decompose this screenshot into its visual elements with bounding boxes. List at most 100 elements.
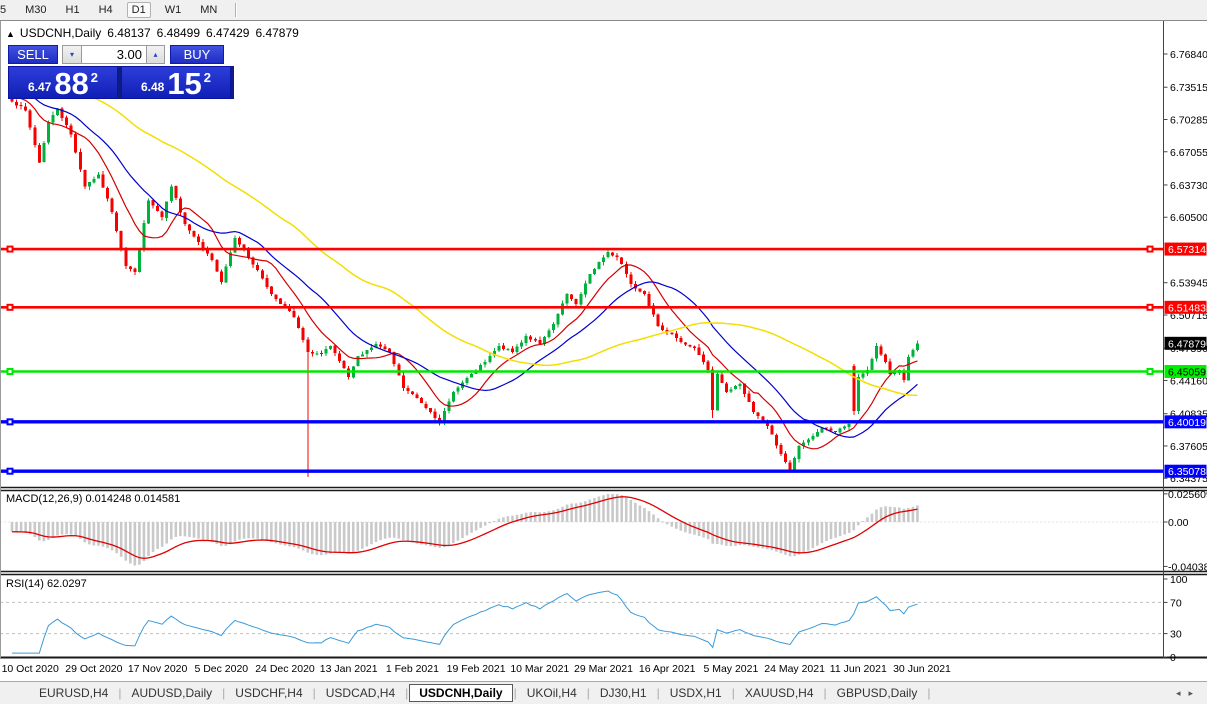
date-label: 11 Jun 2021 (830, 663, 887, 675)
ask-price-small: 6.48 (140, 80, 165, 94)
tab-separator: | (405, 686, 409, 700)
volume-increase-button[interactable]: ▴ (146, 45, 165, 64)
date-label: 29 Mar 2021 (574, 663, 633, 675)
date-label: 5 May 2021 (703, 663, 758, 675)
chart-tab-eurusd[interactable]: EURUSD,H4 (39, 686, 109, 700)
svg-text:6.76840: 6.76840 (1170, 49, 1207, 61)
svg-text:6.44160: 6.44160 (1170, 375, 1207, 387)
svg-text:6.35078: 6.35078 (1168, 466, 1206, 478)
svg-text:6.70285: 6.70285 (1170, 114, 1207, 126)
svg-text:6.37605: 6.37605 (1170, 441, 1207, 453)
ohlc-open: 6.48137 (107, 26, 151, 40)
tab-separator: | (656, 686, 660, 700)
tab-separator: | (586, 686, 590, 700)
ask-price-big: 15 (167, 66, 202, 101)
bid-quote-button[interactable]: 6.47 88 2 (8, 66, 118, 99)
date-label: 10 Mar 2021 (510, 663, 569, 675)
tab-separator: | (513, 686, 517, 700)
tab-scroll-arrows[interactable]: ◂▸ (1175, 688, 1201, 698)
svg-text:30: 30 (1170, 629, 1182, 641)
chart-tab-dj30[interactable]: DJ30,H1 (599, 686, 647, 700)
axis-price-label-6.45059: 6.45059 (1164, 364, 1207, 378)
price-axis: 6.76840 6.73515 6.70285 6.67055 6.63730 6.605… (1163, 49, 1207, 664)
svg-text:6.51483: 6.51483 (1168, 302, 1206, 314)
bid-price-sup: 2 (90, 70, 99, 85)
volume-input[interactable] (82, 45, 146, 64)
time-axis: 10 Oct 2020 29 Oct 2020 17 Nov 2020 5 Dec 2… (2, 663, 951, 675)
svg-text:0.025609: 0.025609 (1168, 489, 1207, 501)
timeframe-button-d1[interactable]: D1 (126, 2, 151, 18)
svg-text:6.63730: 6.63730 (1170, 180, 1207, 192)
timeframe-toolbar: 5 M30 H1 H4 D1 W1 MN (0, 0, 1207, 21)
buy-button[interactable]: BUY (170, 45, 224, 64)
timeframe-button-5[interactable]: 5 (0, 4, 7, 16)
level-line-6.40019[interactable] (0, 418, 1163, 426)
chart-collapse-arrow[interactable]: ▲ (6, 29, 15, 39)
date-label: 1 Feb 2021 (386, 663, 439, 675)
chart-tab-usdx[interactable]: USDX,H1 (669, 686, 722, 700)
chart-tab-ukoil[interactable]: UKOil,H4 (526, 686, 577, 700)
chevron-up-icon: ▴ (153, 50, 158, 59)
level-line-6.45059[interactable] (0, 367, 1163, 375)
timeframe-button-mn[interactable]: MN (200, 4, 218, 16)
tab-separator: | (823, 686, 827, 700)
axis-price-label-6.40019: 6.40019 (1164, 415, 1207, 429)
timeframe-button-h4[interactable]: H4 (98, 4, 113, 16)
svg-text:0.00: 0.00 (1168, 517, 1189, 529)
chart-symbol-label: USDCNH,Daily (19, 26, 102, 40)
ma-fast-line (11, 94, 918, 450)
axis-price-label-6.35078: 6.35078 (1164, 464, 1207, 478)
svg-text:-0.040388: -0.040388 (1168, 561, 1207, 573)
tab-separator: | (927, 686, 931, 700)
ask-quote-button[interactable]: 6.48 15 2 (121, 66, 231, 99)
level-line-6.51483[interactable] (0, 303, 1163, 311)
ohlc-low: 6.47429 (206, 26, 250, 40)
date-label: 17 Nov 2020 (128, 663, 188, 675)
ohlc-close: 6.47879 (255, 26, 299, 40)
svg-text:6.57314: 6.57314 (1168, 244, 1206, 256)
chart-window[interactable]: 6.76840 6.73515 6.70285 6.67055 6.63730 6.605… (0, 20, 1207, 682)
tab-separator: | (731, 686, 735, 700)
macd-pane (0, 494, 1163, 566)
volume-decrease-button[interactable]: ▾ (62, 45, 82, 64)
chart-tab-usdchf[interactable]: USDCHF,H4 (235, 686, 303, 700)
axis-price-label-6.47879: 6.47879 (1164, 336, 1207, 350)
chart-tab-bar: EURUSD,H4 | AUDUSD,Daily | USDCHF,H4 | USDCAD,… (0, 681, 1207, 704)
svg-text:6.73515: 6.73515 (1170, 82, 1207, 94)
chart-tab-usdcad[interactable]: USDCAD,H4 (325, 686, 396, 700)
macd-indicator-label: MACD(12,26,9) 0.014248 0.014581 (6, 493, 181, 505)
date-label: 29 Oct 2020 (65, 663, 122, 675)
svg-text:6.60500: 6.60500 (1170, 212, 1207, 224)
sell-button[interactable]: SELL (8, 45, 58, 64)
chart-tab-gbpusd[interactable]: GBPUSD,Daily (836, 686, 918, 700)
date-label: 30 Jun 2021 (893, 663, 951, 675)
ohlc-high: 6.48499 (156, 26, 201, 40)
timeframe-button-h1[interactable]: H1 (65, 4, 80, 16)
chart-tab-audusd[interactable]: AUDUSD,Daily (131, 686, 213, 700)
chevron-down-icon: ▾ (69, 50, 74, 59)
svg-text:6.67055: 6.67055 (1170, 147, 1207, 159)
moving-averages-layer (11, 65, 918, 450)
date-label: 24 May 2021 (764, 663, 825, 675)
ask-price-sup: 2 (203, 70, 212, 85)
rsi-pane (0, 590, 1163, 654)
svg-text:6.40019: 6.40019 (1168, 417, 1206, 429)
chart-tab-usdcnh[interactable]: USDCNH,Daily (409, 684, 513, 702)
timeframe-button-m30[interactable]: M30 (25, 4, 47, 16)
svg-text:0: 0 (1170, 652, 1176, 664)
bid-price-big: 88 (54, 66, 89, 101)
chart-canvas[interactable]: 6.76840 6.73515 6.70285 6.67055 6.63730 6.605… (0, 21, 1207, 682)
svg-text:6.47879: 6.47879 (1168, 338, 1206, 350)
toolbar-separator (235, 3, 238, 17)
level-line-6.57314[interactable] (0, 245, 1163, 253)
level-line-6.35078[interactable] (0, 467, 1163, 475)
axis-price-label-6.57314: 6.57314 (1164, 242, 1207, 256)
svg-text:100: 100 (1170, 574, 1188, 586)
axis-price-label-6.51483: 6.51483 (1164, 300, 1207, 314)
svg-text:6.45059: 6.45059 (1168, 366, 1206, 378)
timeframe-button-w1[interactable]: W1 (164, 4, 182, 16)
candles-layer (10, 96, 919, 477)
date-label: 19 Feb 2021 (447, 663, 506, 675)
chart-tab-xauusd[interactable]: XAUUSD,H4 (744, 686, 814, 700)
ma-slow-line (11, 65, 918, 397)
